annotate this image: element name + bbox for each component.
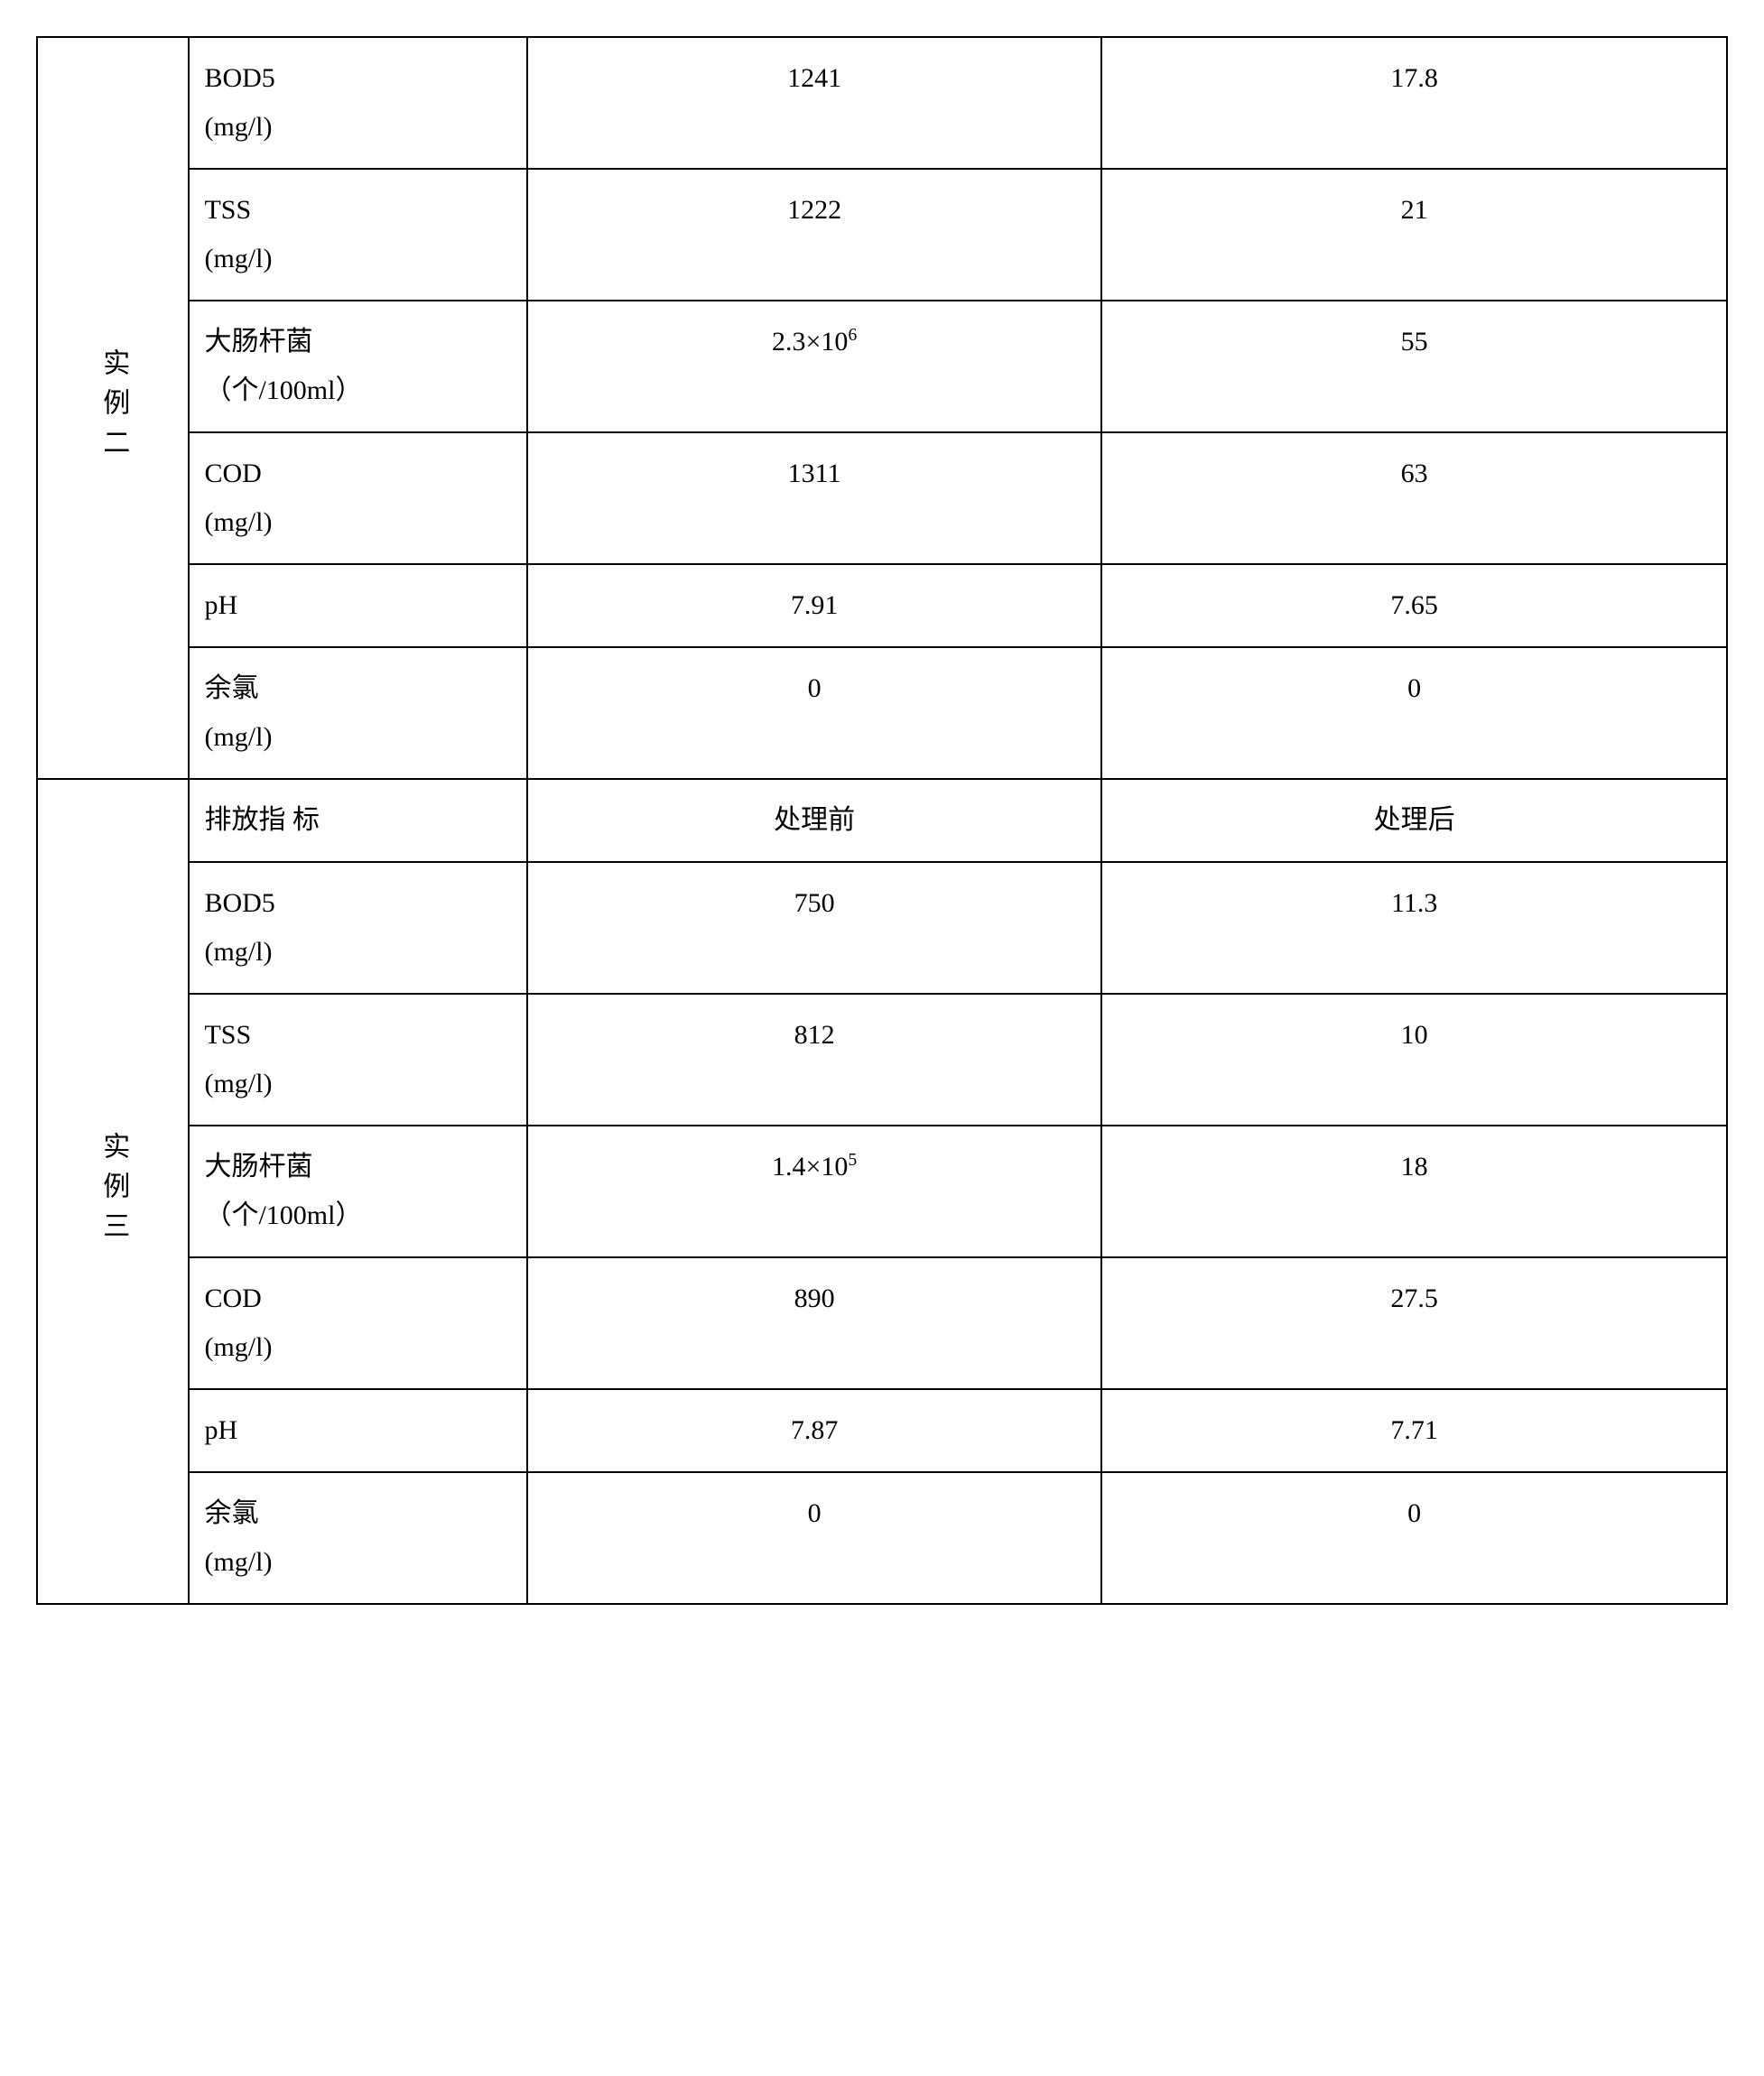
param-unit: （个/100ml） bbox=[204, 1200, 362, 1230]
param-name: 余氯 bbox=[204, 1498, 258, 1528]
value-before: 1.4×105 bbox=[527, 1126, 1101, 1257]
param-unit: (mg/l) bbox=[204, 1332, 272, 1362]
param-unit: (mg/l) bbox=[204, 507, 272, 537]
value-after: 7.65 bbox=[1101, 564, 1727, 647]
table-row: pH 7.91 7.65 bbox=[37, 564, 1727, 647]
table-row: 余氯 (mg/l) 0 0 bbox=[37, 647, 1727, 779]
value-after: 7.71 bbox=[1101, 1389, 1727, 1472]
param-unit: （个/100ml） bbox=[204, 375, 362, 405]
table-row: BOD5 (mg/l) 750 11.3 bbox=[37, 862, 1727, 994]
value-after: 10 bbox=[1101, 994, 1727, 1126]
value-before: 2.3×106 bbox=[527, 301, 1101, 432]
table-row: pH 7.87 7.71 bbox=[37, 1389, 1727, 1472]
mantissa: 1.4×10 bbox=[772, 1152, 848, 1182]
param-cell: TSS (mg/l) bbox=[189, 169, 526, 301]
value-after: 0 bbox=[1101, 647, 1727, 779]
param-name: 大肠杆菌 bbox=[204, 1152, 312, 1182]
param-unit: (mg/l) bbox=[204, 244, 272, 273]
table-row: 实例三 排放指 标 处理前 处理后 bbox=[37, 779, 1727, 862]
param-unit: (mg/l) bbox=[204, 1547, 272, 1577]
value-after: 17.8 bbox=[1101, 37, 1727, 169]
param-name: BOD5 bbox=[204, 888, 274, 918]
value-after: 63 bbox=[1101, 432, 1727, 564]
group-label-2: 实例二 bbox=[37, 37, 189, 779]
header-after: 处理后 bbox=[1101, 779, 1727, 862]
param-cell: COD (mg/l) bbox=[189, 432, 526, 564]
exponent: 5 bbox=[848, 1151, 857, 1170]
group-label-3: 实例三 bbox=[37, 779, 189, 1604]
value-before: 0 bbox=[527, 647, 1101, 779]
value-before: 1222 bbox=[527, 169, 1101, 301]
value-before: 1311 bbox=[527, 432, 1101, 564]
param-unit: (mg/l) bbox=[204, 722, 272, 752]
value-after: 11.3 bbox=[1101, 862, 1727, 994]
header-param: 排放指 标 bbox=[189, 779, 526, 862]
table-row: 实例二 BOD5 (mg/l) 1241 17.8 bbox=[37, 37, 1727, 169]
param-cell: 余氯 (mg/l) bbox=[189, 1472, 526, 1604]
param-cell: pH bbox=[189, 564, 526, 647]
table-row: 余氯 (mg/l) 0 0 bbox=[37, 1472, 1727, 1604]
param-unit: (mg/l) bbox=[204, 112, 272, 142]
param-cell: 余氯 (mg/l) bbox=[189, 647, 526, 779]
mantissa: 2.3×10 bbox=[772, 327, 848, 357]
table-row: TSS (mg/l) 1222 21 bbox=[37, 169, 1727, 301]
value-after: 0 bbox=[1101, 1472, 1727, 1604]
param-name: pH bbox=[204, 1415, 237, 1445]
param-unit: (mg/l) bbox=[204, 937, 272, 967]
param-name: COD bbox=[204, 459, 261, 488]
param-cell: BOD5 (mg/l) bbox=[189, 37, 526, 169]
value-before: 890 bbox=[527, 1257, 1101, 1389]
value-before: 7.87 bbox=[527, 1389, 1101, 1472]
param-cell: 大肠杆菌 （个/100ml） bbox=[189, 301, 526, 432]
value-after: 21 bbox=[1101, 169, 1727, 301]
value-before: 7.91 bbox=[527, 564, 1101, 647]
table-row: 大肠杆菌 （个/100ml） 2.3×106 55 bbox=[37, 301, 1727, 432]
value-after: 27.5 bbox=[1101, 1257, 1727, 1389]
param-cell: BOD5 (mg/l) bbox=[189, 862, 526, 994]
table-row: TSS (mg/l) 812 10 bbox=[37, 994, 1727, 1126]
value-before: 750 bbox=[527, 862, 1101, 994]
table-row: COD (mg/l) 1311 63 bbox=[37, 432, 1727, 564]
table-row: 大肠杆菌 （个/100ml） 1.4×105 18 bbox=[37, 1126, 1727, 1257]
param-name: COD bbox=[204, 1284, 261, 1313]
param-name: TSS bbox=[204, 195, 251, 225]
param-name: pH bbox=[204, 590, 237, 620]
param-cell: TSS (mg/l) bbox=[189, 994, 526, 1126]
param-cell: COD (mg/l) bbox=[189, 1257, 526, 1389]
table-row: COD (mg/l) 890 27.5 bbox=[37, 1257, 1727, 1389]
value-before: 1241 bbox=[527, 37, 1101, 169]
value-after: 55 bbox=[1101, 301, 1727, 432]
param-cell: 大肠杆菌 （个/100ml） bbox=[189, 1126, 526, 1257]
param-name: BOD5 bbox=[204, 63, 274, 93]
param-cell: pH bbox=[189, 1389, 526, 1472]
header-before: 处理前 bbox=[527, 779, 1101, 862]
exponent: 6 bbox=[848, 326, 857, 345]
value-after: 18 bbox=[1101, 1126, 1727, 1257]
param-name: 大肠杆菌 bbox=[204, 327, 312, 357]
results-table: 实例二 BOD5 (mg/l) 1241 17.8 TSS (mg/l) 122… bbox=[36, 36, 1728, 1605]
param-name: 余氯 bbox=[204, 673, 258, 703]
param-name: TSS bbox=[204, 1020, 251, 1050]
param-unit: (mg/l) bbox=[204, 1069, 272, 1098]
value-before: 812 bbox=[527, 994, 1101, 1126]
value-before: 0 bbox=[527, 1472, 1101, 1604]
